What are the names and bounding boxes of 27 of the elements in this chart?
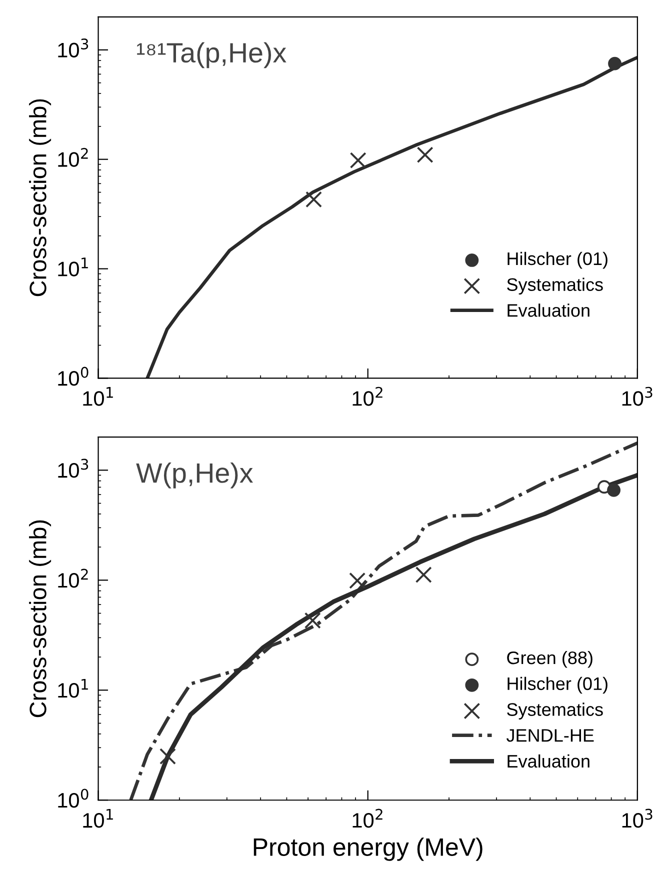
y-tick-label: 10$^{3}$ xyxy=(58,38,88,58)
y-tick-label: 10$^{1}$ xyxy=(58,678,88,698)
y-tick-label: 10$^{3}$ xyxy=(58,458,88,478)
legend-label: Systematics xyxy=(507,278,603,295)
legend-label: Green (88) xyxy=(507,650,592,668)
legend-label: Systematics xyxy=(507,702,603,720)
legend-label: Evaluation xyxy=(508,304,590,317)
legend-label: Hilscher (01) xyxy=(508,676,608,694)
legend-label: Hilscher (01) xyxy=(508,252,608,269)
y-tick-label: 10$^{2}$ xyxy=(58,148,88,167)
x-axis-title: Proton energy (MeV) xyxy=(254,838,482,861)
legend-label: JENDL-HE xyxy=(506,729,594,742)
legend-label: Evaluation xyxy=(508,754,590,768)
y-axis-title: Cross-section (mb) xyxy=(29,520,52,718)
y-tick-label: 10$^{0}$ xyxy=(58,366,88,386)
x-tick-label: 10$^{3}$ xyxy=(622,386,652,406)
x-tick-label: 10$^{2}$ xyxy=(352,386,382,406)
x-tick-label: 10$^{2}$ xyxy=(352,808,382,828)
x-tick-label: 10$^{1}$ xyxy=(83,808,113,828)
y-tick-label: 10$^{2}$ xyxy=(58,568,88,588)
y-tick-label: 10$^{1}$ xyxy=(58,258,88,276)
annotation: ¹⁸¹Ta(p,He)x xyxy=(137,42,286,68)
y-tick-label: 10$^{0}$ xyxy=(58,788,88,808)
x-tick-label: 10$^{1}$ xyxy=(83,387,113,406)
x-tick-label: 10$^{3}$ xyxy=(622,808,652,828)
annotation: W(p,He)x xyxy=(136,462,253,488)
y-axis-title: Cross-section (mb) xyxy=(29,99,52,296)
